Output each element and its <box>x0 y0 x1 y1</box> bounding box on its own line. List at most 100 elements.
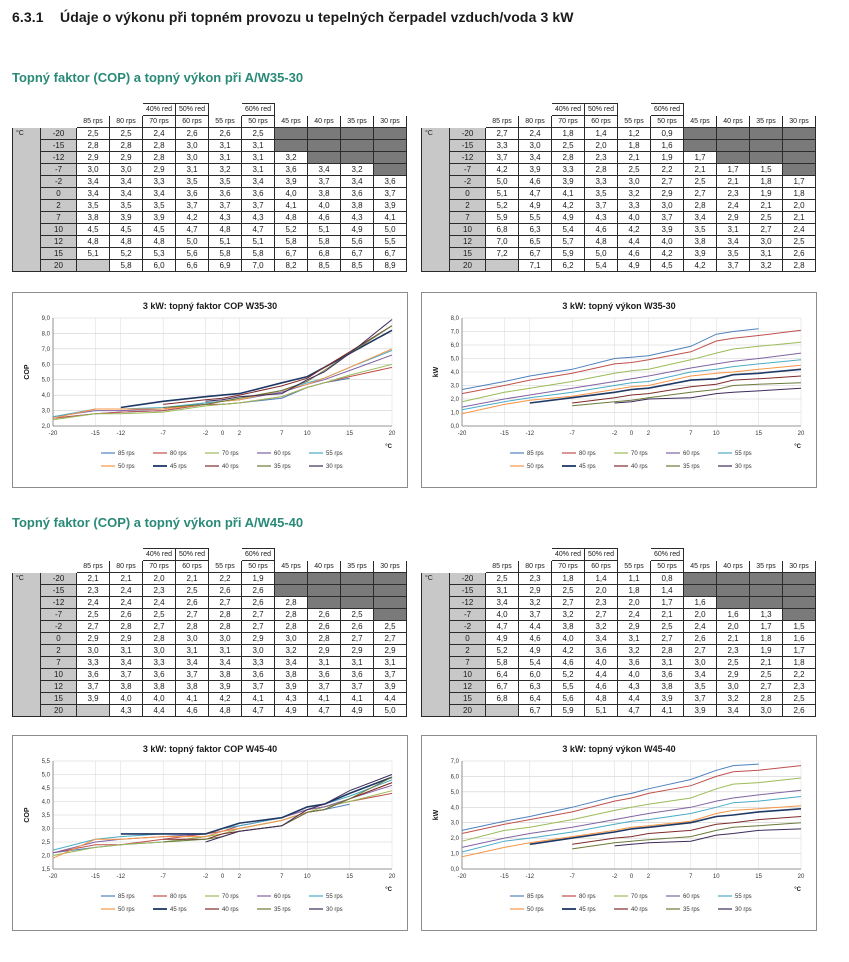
column-header: 50 rps <box>241 115 275 128</box>
column-header: 60 rps <box>175 115 209 128</box>
table-cell: 2,6 <box>782 247 816 260</box>
y-tick-label: 0,0 <box>451 424 460 430</box>
table-cell: 3,9 <box>109 211 143 224</box>
table-cell: 4,4 <box>373 692 407 705</box>
table-cell: 2,7 <box>241 620 275 633</box>
y-tick-label: 2,5 <box>42 840 51 846</box>
row-label: -7 <box>40 163 77 176</box>
table-cell: 4,1 <box>340 692 374 705</box>
table-cell: 2,0 <box>584 139 618 152</box>
x-tick-label: -12 <box>116 431 125 437</box>
x-tick-label: -20 <box>458 431 467 437</box>
x-tick-label: 15 <box>755 431 762 437</box>
table-cell: 3,4 <box>683 668 717 681</box>
row-label: 12 <box>40 235 77 248</box>
table-cell: 3,5 <box>584 187 618 200</box>
table-cell: 3,1 <box>617 632 651 645</box>
table-cell: 1,8 <box>551 127 585 140</box>
column-header: 30 rps <box>782 115 816 128</box>
table-cell <box>683 127 717 140</box>
table-cell <box>716 139 750 152</box>
table-cell: 3,6 <box>241 187 275 200</box>
table-cell: 5,0 <box>373 704 407 717</box>
table-cell: 5,1 <box>485 187 519 200</box>
x-tick-label: 20 <box>798 431 805 437</box>
table-cell: 2,6 <box>241 584 275 597</box>
table-cell: 3,9 <box>650 692 684 705</box>
table-cell: 3,1 <box>749 247 783 260</box>
table-cell: 2,7 <box>76 620 110 633</box>
table-cell <box>274 139 308 152</box>
block-heading-w45: Topný faktor (COP) a topný výkon při A/W… <box>12 515 304 530</box>
table-cell <box>340 151 374 164</box>
row-label: -7 <box>449 163 486 176</box>
table-cell: 3,9 <box>683 704 717 717</box>
legend-entry: 80 rps <box>579 894 596 900</box>
y-tick-label: 1,0 <box>451 852 460 858</box>
table-cell: 3,0 <box>208 632 242 645</box>
table-cell: 1,7 <box>716 163 750 176</box>
y-tick-label: 8,0 <box>42 331 51 337</box>
x-tick-label: -12 <box>525 431 534 437</box>
table-cell: 6,7 <box>340 247 374 260</box>
table-cell: 3,7 <box>175 668 209 681</box>
row-label: 15 <box>40 692 77 705</box>
legend-entry: 55 rps <box>326 894 343 900</box>
column-header: 45 rps <box>274 560 308 573</box>
series-line-45-rps <box>529 808 802 846</box>
y-tick-label: 8,0 <box>451 316 460 322</box>
x-tick-label: 2 <box>238 431 242 437</box>
table-cell <box>340 584 374 597</box>
table-cell: 3,4 <box>241 175 275 188</box>
table-cell: 2,5 <box>175 584 209 597</box>
table-cell <box>782 608 816 621</box>
table-cell: 3,4 <box>485 596 519 609</box>
table-cell: 2,3 <box>142 584 176 597</box>
table-cell: 3,1 <box>307 656 341 669</box>
table-cell: 2,4 <box>109 584 143 597</box>
legend-entry: 45 rps <box>170 464 187 470</box>
table-cell <box>782 139 816 152</box>
table-cell: 6,7 <box>274 247 308 260</box>
table-cell: 3,2 <box>617 644 651 657</box>
table-cell: 2,8 <box>175 620 209 633</box>
row-label: -15 <box>449 584 486 597</box>
table-cell <box>782 163 816 176</box>
legend-entry: 40 rps <box>631 464 648 470</box>
table-cell: 2,8 <box>142 139 176 152</box>
table-row: -7 2,5 2,6 2,5 2,7 2,8 2,7 2,8 2,6 2,5 <box>12 608 407 621</box>
x-tick-label: -20 <box>49 874 58 880</box>
table-row: 2 3,5 3,5 3,5 3,7 3,7 3,7 4,1 4,0 3,8 3,9 <box>12 199 407 212</box>
legend-entry: 55 rps <box>326 451 343 457</box>
table-cell: 3,7 <box>175 199 209 212</box>
table-cell: 1,5 <box>782 620 816 633</box>
x-tick-label: 10 <box>304 431 311 437</box>
table-cell: 4,9 <box>518 199 552 212</box>
table-cell: 5,0 <box>584 247 618 260</box>
table-row: 20 5,8 6,0 6,6 6,9 7,0 8,2 8,5 8,5 8,9 <box>12 259 407 272</box>
table-cell <box>683 139 717 152</box>
table-cell: 4,4 <box>617 235 651 248</box>
x-tick-label: 10 <box>713 431 720 437</box>
column-header: 55 rps <box>208 115 242 128</box>
table-cell: 2,0 <box>617 596 651 609</box>
table-cell <box>307 572 341 585</box>
table-cell: 2,0 <box>584 584 618 597</box>
table-cell: 2,8 <box>274 596 308 609</box>
table-cell: 3,8 <box>76 211 110 224</box>
series-line-35-rps <box>572 822 802 850</box>
x-tick-label: 7 <box>689 874 693 880</box>
table-cell: 3,0 <box>683 656 717 669</box>
table-cell: 3,1 <box>175 163 209 176</box>
row-label: 2 <box>449 199 486 212</box>
row-label: -12 <box>40 596 77 609</box>
table-cell <box>373 584 407 597</box>
y-tick-label: 5,0 <box>451 357 460 363</box>
table-cell: 5,4 <box>584 259 618 272</box>
table-cell: 2,8 <box>584 163 618 176</box>
table-cell: 2,6 <box>683 632 717 645</box>
table-cell: 4,3 <box>109 704 143 717</box>
table-row: 15 6,8 6,4 5,6 4,8 4,4 3,9 3,7 3,2 2,8 2,5 <box>421 692 816 705</box>
y-tick-label: 2,0 <box>42 424 51 430</box>
table-cell: 3,1 <box>241 151 275 164</box>
